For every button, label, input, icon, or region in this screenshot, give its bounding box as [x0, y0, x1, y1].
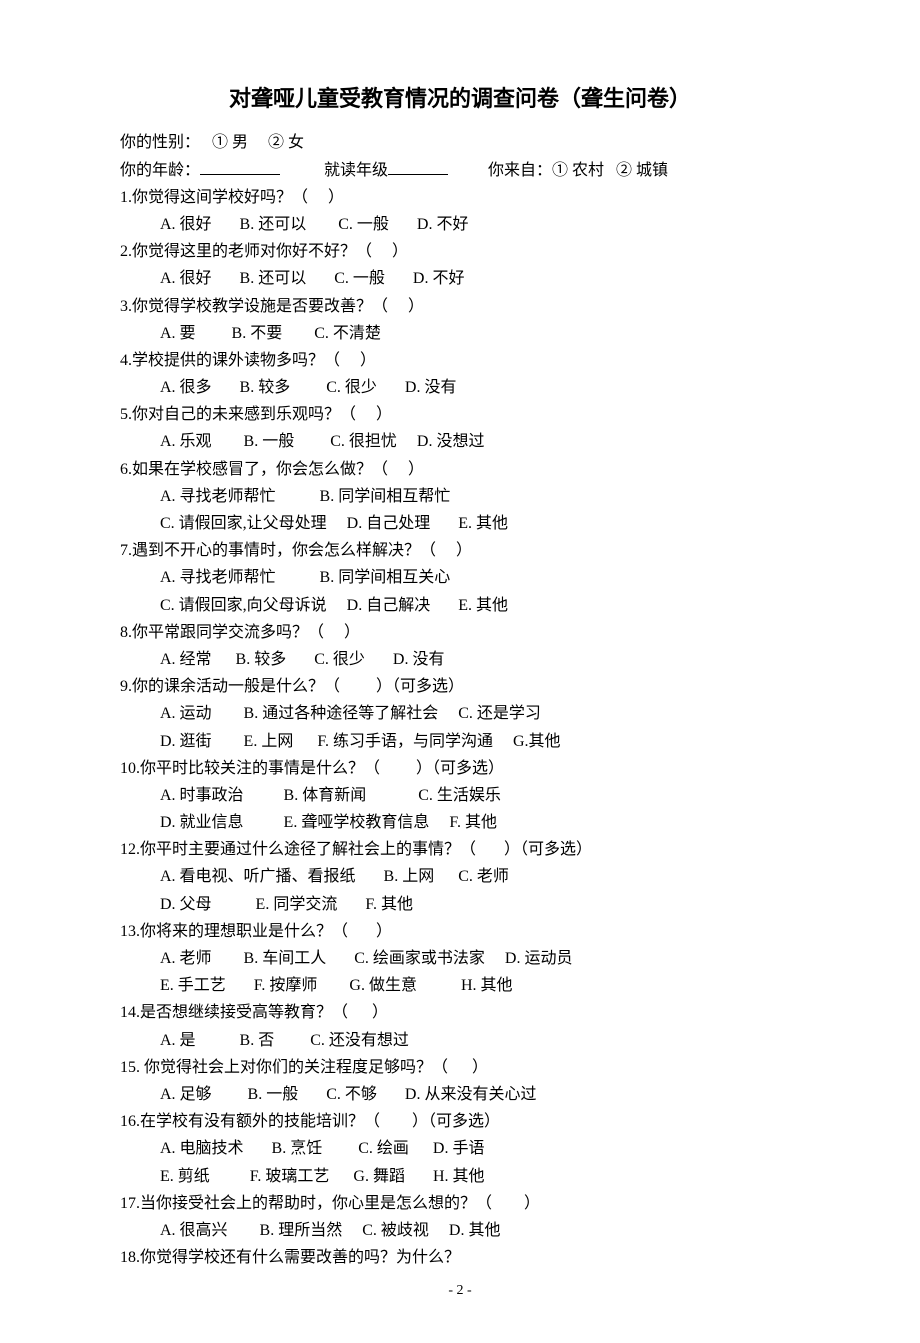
- q14-text: 14.是否想继续接受高等教育？（ ）: [120, 999, 800, 1026]
- q9-options-1: A. 运动 B. 通过各种途径等了解社会 C. 还是学习: [120, 700, 800, 727]
- q8-options: A. 经常 B. 较多 C. 很少 D. 没有: [120, 646, 800, 673]
- q9-text: 9.你的课余活动一般是什么？（ ）（可多选）: [120, 673, 800, 700]
- q6-options-1: A. 寻找老师帮忙 B. 同学间相互帮忙: [120, 483, 800, 510]
- q16-options-1: A. 电脑技术 B. 烹饪 C. 绘画 D. 手语: [120, 1135, 800, 1162]
- q5-text: 5.你对自己的未来感到乐观吗？（ ）: [120, 401, 800, 428]
- q7-options-1: A. 寻找老师帮忙 B. 同学间相互关心: [120, 564, 800, 591]
- q2-text: 2.你觉得这里的老师对你好不好？（ ）: [120, 238, 800, 265]
- q1-options: A. 很好 B. 还可以 C. 一般 D. 不好: [120, 211, 800, 238]
- q12-options-2: D. 父母 E. 同学交流 F. 其他: [120, 891, 800, 918]
- from-label: 你来自：① 农村 ② 城镇: [488, 162, 668, 179]
- q14-options: A. 是 B. 否 C. 还没有想过: [120, 1027, 800, 1054]
- q15-text: 15. 你觉得社会上对你们的关注程度足够吗？（ ）: [120, 1054, 800, 1081]
- q7-options-2: C. 请假回家,向父母诉说 D. 自己解决 E. 其他: [120, 592, 800, 619]
- q17-text: 17.当你接受社会上的帮助时，你心里是怎么想的？（ ）: [120, 1190, 800, 1217]
- q7-text: 7.遇到不开心的事情时，你会怎么样解决？（ ）: [120, 537, 800, 564]
- q15-options: A. 足够 B. 一般 C. 不够 D. 从来没有关心过: [120, 1081, 800, 1108]
- q6-options-2: C. 请假回家,让父母处理 D. 自己处理 E. 其他: [120, 510, 800, 537]
- q13-options-2: E. 手工艺 F. 按摩师 G. 做生意 H. 其他: [120, 972, 800, 999]
- q10-options-2: D. 就业信息 E. 聋哑学校教育信息 F. 其他: [120, 809, 800, 836]
- age-label: 你的年龄：: [120, 162, 200, 179]
- q16-text: 16.在学校有没有额外的技能培训？（ ）（可多选）: [120, 1108, 800, 1135]
- age-grade-line: 你的年龄： 就读年级 你来自：① 农村 ② 城镇: [120, 157, 800, 184]
- document-title: 对聋哑儿童受教育情况的调查问卷（聋生问卷）: [120, 80, 800, 117]
- q6-text: 6.如果在学校感冒了，你会怎么做？（ ）: [120, 456, 800, 483]
- age-blank[interactable]: [200, 174, 280, 175]
- q12-options-1: A. 看电视、听广播、看报纸 B. 上网 C. 老师: [120, 863, 800, 890]
- q8-text: 8.你平常跟同学交流多吗？（ ）: [120, 619, 800, 646]
- page-number: - 2 -: [120, 1279, 800, 1303]
- q10-text: 10.你平时比较关注的事情是什么？（ ）（可多选）: [120, 755, 800, 782]
- q10-options-1: A. 时事政治 B. 体育新闻 C. 生活娱乐: [120, 782, 800, 809]
- q17-options: A. 很高兴 B. 理所当然 C. 被歧视 D. 其他: [120, 1217, 800, 1244]
- q5-options: A. 乐观 B. 一般 C. 很担忧 D. 没想过: [120, 428, 800, 455]
- q4-text: 4.学校提供的课外读物多吗？（ ）: [120, 347, 800, 374]
- q9-options-2: D. 逛街 E. 上网 F. 练习手语，与同学沟通 G.其他: [120, 728, 800, 755]
- q18-text: 18.你觉得学校还有什么需要改善的吗？为什么？: [120, 1244, 800, 1271]
- q3-text: 3.你觉得学校教学设施是否要改善？（ ）: [120, 293, 800, 320]
- q16-options-2: E. 剪纸 F. 玻璃工艺 G. 舞蹈 H. 其他: [120, 1163, 800, 1190]
- q2-options: A. 很好 B. 还可以 C. 一般 D. 不好: [120, 265, 800, 292]
- q3-options: A. 要 B. 不要 C. 不清楚: [120, 320, 800, 347]
- q12-text: 12.你平时主要通过什么途径了解社会上的事情？（ ）（可多选）: [120, 836, 800, 863]
- q13-text: 13.你将来的理想职业是什么？（ ）: [120, 918, 800, 945]
- q4-options: A. 很多 B. 较多 C. 很少 D. 没有: [120, 374, 800, 401]
- grade-label: 就读年级: [324, 162, 388, 179]
- grade-blank[interactable]: [388, 174, 448, 175]
- q13-options-1: A. 老师 B. 车间工人 C. 绘画家或书法家 D. 运动员: [120, 945, 800, 972]
- q1-text: 1.你觉得这间学校好吗？（ ）: [120, 184, 800, 211]
- gender-line: 你的性别： ① 男 ② 女: [120, 129, 800, 156]
